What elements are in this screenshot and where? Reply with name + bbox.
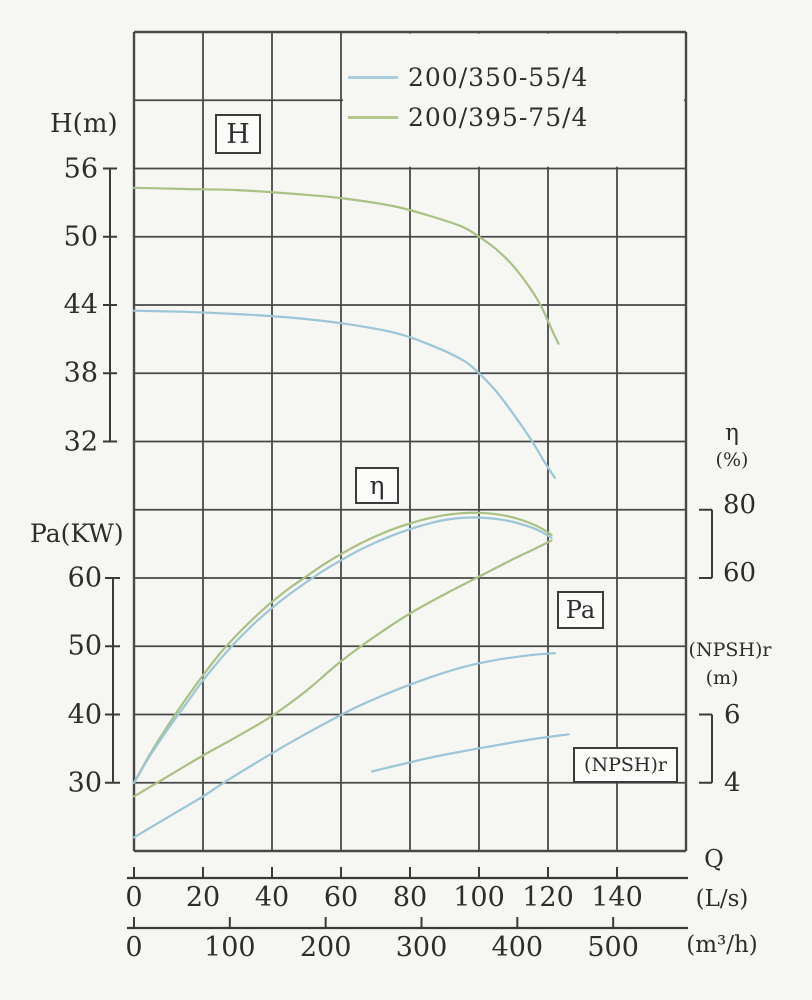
q-ls-tick-label: 120 — [522, 882, 574, 913]
eta-axis-unit: (%) — [715, 449, 749, 471]
curve-eta-200-350 — [132, 516, 553, 784]
curve-npshr — [371, 733, 570, 773]
q-m3h-tick-label: 200 — [299, 932, 352, 963]
q-ls-tick-label: 140 — [591, 882, 643, 913]
h-axis-title: H(m) — [50, 109, 118, 139]
q-axis-unit-m3h: (m³/h) — [686, 932, 758, 958]
legend-label-200-350: 200/350-55/4 — [408, 62, 589, 92]
q-ls-tick-label: 60 — [323, 882, 359, 913]
q-ls-tick-label: 80 — [392, 882, 428, 913]
pa-axis-tick-label: 60 — [67, 562, 102, 594]
q-ls-tick-label: 20 — [185, 882, 221, 913]
pa-axis-tick-label: 50 — [67, 630, 102, 662]
q-m3h-tick-label: 100 — [204, 932, 256, 963]
legend-line-blue — [348, 75, 398, 79]
npsh-axis-tick-label: 4 — [724, 767, 741, 798]
q-m3h-tick-label: 400 — [491, 932, 544, 963]
eta-axis-title: η — [725, 420, 739, 446]
npshr-axis-title: (NPSH)r — [688, 639, 772, 661]
q-m3h-tick-label: 0 — [125, 932, 143, 963]
h-axis-tick-label: 44 — [63, 289, 98, 321]
npshr-axis-unit: (m) — [705, 667, 739, 689]
q-ls-tick-label: 0 — [125, 882, 143, 913]
pa-curves-box-label: Pa — [557, 591, 604, 629]
legend-label-200-395: 200/395-75/4 — [408, 102, 589, 132]
eta-axis-tick-label: 80 — [723, 489, 757, 520]
h-axis-tick-label: 56 — [63, 153, 98, 184]
curve-pa-200-350 — [132, 652, 556, 839]
legend-item-200-350: 200/350-55/4 — [348, 62, 588, 92]
legend-item-200-395: 200/395-75/4 — [348, 102, 588, 132]
npsh-axis-tick-label: 6 — [724, 699, 741, 730]
h-box-text: H — [226, 118, 250, 150]
eta-curves-box-label: η — [355, 467, 399, 504]
curve-eta-200-395 — [132, 511, 553, 784]
q-axis-unit-ls: (L/s) — [695, 886, 749, 912]
h-axis-tick-label: 50 — [63, 221, 98, 253]
pa-axis-title: Pa(KW) — [30, 519, 124, 548]
q-ls-tick-label: 100 — [453, 882, 505, 913]
npshr-curve-box-label: (NPSH)r — [573, 747, 678, 783]
pa-axis-tick-label: 40 — [67, 699, 102, 730]
q-m3h-tick-label: 300 — [395, 932, 448, 963]
q-axis-title: Q — [704, 845, 724, 873]
h-axis-tick-label: 32 — [63, 426, 98, 457]
legend-backdrop — [343, 33, 684, 167]
curve-pa-200-395 — [132, 539, 553, 798]
pa-axis-tick-label: 30 — [67, 767, 102, 799]
h-axis-tick-label: 38 — [63, 357, 98, 389]
eta-box-text: η — [369, 471, 385, 500]
curve-h-200-350 — [132, 309, 556, 479]
q-ls-tick-label: 40 — [254, 882, 290, 913]
q-m3h-tick-label: 500 — [587, 932, 639, 963]
curve-h-200-395 — [132, 186, 560, 345]
pa-box-text: Pa — [565, 596, 596, 624]
npshr-box-text: (NPSH)r — [584, 754, 667, 776]
eta-axis-tick-label: 60 — [723, 558, 757, 588]
legend-line-green — [348, 115, 398, 119]
h-curves-box-label: H — [215, 114, 261, 154]
